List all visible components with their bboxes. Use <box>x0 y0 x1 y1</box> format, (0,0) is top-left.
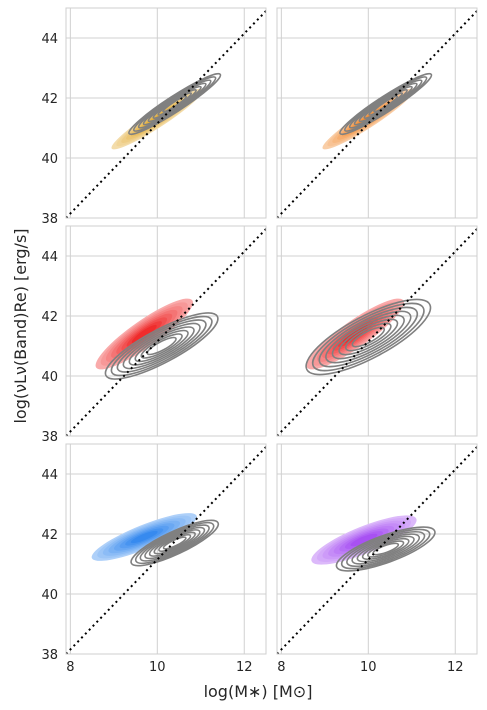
contour-level-4 <box>353 82 418 126</box>
filled-density <box>91 513 197 561</box>
panel-1 <box>65 7 267 219</box>
y-tick-label: 40 <box>41 588 58 603</box>
density-level-8 <box>130 530 158 544</box>
panel-5 <box>65 443 267 655</box>
panel-frame <box>276 225 478 437</box>
reference-line <box>66 228 266 436</box>
filled-density <box>95 298 193 370</box>
panel-frame <box>65 443 267 655</box>
y-tick-label: 38 <box>41 648 58 663</box>
contour-level-4 <box>122 322 201 370</box>
y-tick-label: 42 <box>41 528 58 543</box>
gray-contours <box>305 298 432 376</box>
contour-level-7 <box>157 92 193 116</box>
contour-level-3 <box>116 319 207 373</box>
x-tick-label: 10 <box>360 660 377 675</box>
contour-level-2 <box>343 76 428 132</box>
contour-level-7 <box>158 533 192 553</box>
x-tick-label: 12 <box>447 660 464 675</box>
reference-line <box>66 10 266 218</box>
y-tick-label: 40 <box>41 152 58 167</box>
panel-grid <box>65 7 478 655</box>
contour-level-8 <box>146 336 177 356</box>
contour-level-5 <box>148 529 201 557</box>
contour-level-6 <box>153 531 196 555</box>
contour-level-7 <box>368 92 404 116</box>
gray-contours <box>339 72 433 136</box>
contour-level-4 <box>325 310 412 364</box>
contour-level-5 <box>331 314 405 360</box>
y-tick-label: 38 <box>41 430 58 445</box>
contour-level-4 <box>144 526 206 560</box>
x-tick-label: 8 <box>277 660 285 675</box>
panel-6 <box>276 443 478 655</box>
tick-labels: 38 40 42 44 38 40 42 44 38 40 42 44 8 10 12 8 10 12 <box>41 32 463 675</box>
contour-level-5 <box>356 535 415 563</box>
contour-level-2 <box>340 528 431 570</box>
gray-contours <box>128 72 222 136</box>
contour-level-6 <box>152 88 197 120</box>
contour-level-3 <box>137 79 212 129</box>
panel-3 <box>65 225 267 437</box>
contour-level-2 <box>110 315 213 377</box>
y-tick-label: 44 <box>41 250 58 265</box>
contour-level-1 <box>335 526 436 572</box>
y-tick-label: 42 <box>41 310 58 325</box>
x-axis-label: log(M∗) [M⊙] <box>204 682 313 701</box>
contour-level-3 <box>318 306 419 368</box>
contour-level-2 <box>132 76 217 132</box>
gray-contours <box>130 519 220 567</box>
contour-level-6 <box>363 88 408 120</box>
contour-level-6 <box>361 537 410 561</box>
density-level-8 <box>131 324 157 344</box>
panel-frame <box>65 7 267 219</box>
gray-contours <box>104 312 219 380</box>
panel-2 <box>276 7 478 219</box>
contour-level-3 <box>139 524 210 562</box>
contour-level-5 <box>147 85 202 123</box>
contour-level-7 <box>344 322 392 352</box>
panel-frame <box>65 225 267 437</box>
contour-level-8 <box>351 326 386 348</box>
x-tick-label: 8 <box>66 660 74 675</box>
reference-line <box>277 10 477 218</box>
contour-level-4 <box>351 533 421 565</box>
x-tick-label: 10 <box>149 660 166 675</box>
contour-level-1 <box>305 298 432 376</box>
contour-level-4 <box>142 82 207 126</box>
contour-level-5 <box>128 326 195 366</box>
reference-line <box>66 446 266 654</box>
y-tick-label: 42 <box>41 92 58 107</box>
contour-level-8 <box>162 536 187 550</box>
contour-level-8 <box>162 95 188 113</box>
contour-level-6 <box>338 318 399 356</box>
contour-level-1 <box>339 72 433 136</box>
y-tick-label: 44 <box>41 468 58 483</box>
y-tick-label: 44 <box>41 32 58 47</box>
contour-level-2 <box>311 302 425 372</box>
contour-level-6 <box>134 329 189 363</box>
contour-level-1 <box>130 519 220 567</box>
panel-frame <box>276 443 478 655</box>
contour-level-7 <box>367 540 405 558</box>
contour-level-8 <box>373 95 399 113</box>
contour-level-1 <box>128 72 222 136</box>
contour-level-1 <box>104 312 219 380</box>
contour-level-3 <box>346 530 426 568</box>
reference-line <box>277 228 477 436</box>
reference-line <box>277 446 477 654</box>
panel-4 <box>276 225 478 437</box>
contour-level-2 <box>134 521 215 565</box>
x-tick-label: 12 <box>236 660 253 675</box>
filled-density <box>311 515 417 565</box>
y-tick-label: 40 <box>41 370 58 385</box>
y-axis-label: log(νLν(Band)Re) [erg/s] <box>11 228 30 423</box>
y-tick-label: 38 <box>41 212 58 227</box>
gray-contours <box>335 526 436 572</box>
density-level-8 <box>350 533 378 547</box>
panel-frame <box>276 7 478 219</box>
contour-level-5 <box>358 85 413 123</box>
contour-level-3 <box>348 79 423 129</box>
